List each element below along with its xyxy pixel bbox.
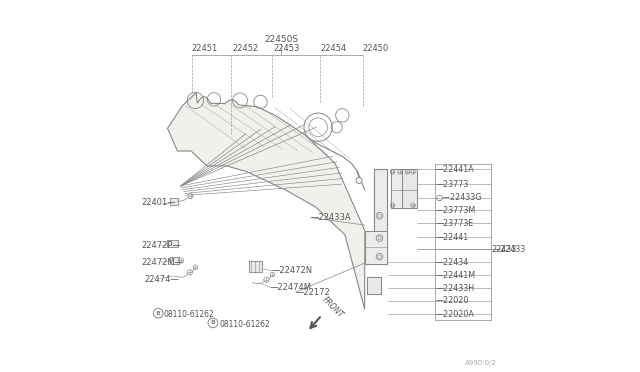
Text: —23773M: —23773M [435, 206, 476, 215]
Text: —22020A: —22020A [435, 310, 474, 319]
Polygon shape [374, 169, 387, 264]
Polygon shape [170, 257, 179, 264]
Text: —22441: —22441 [435, 233, 468, 242]
Text: ○—22433G: ○—22433G [435, 193, 482, 202]
Polygon shape [168, 93, 365, 309]
Text: B: B [156, 311, 161, 316]
Text: —22434: —22434 [435, 258, 468, 267]
Text: 22450: 22450 [363, 44, 389, 53]
Text: 22452: 22452 [232, 44, 259, 53]
Polygon shape [367, 277, 381, 294]
Polygon shape [250, 261, 262, 272]
Text: 08110-61262: 08110-61262 [220, 320, 270, 329]
Text: —22172: —22172 [296, 288, 331, 296]
Text: 22472P—: 22472P— [141, 241, 181, 250]
Text: 22474—: 22474— [145, 275, 179, 283]
Polygon shape [402, 169, 417, 208]
Polygon shape [168, 240, 178, 247]
Text: 22451: 22451 [191, 44, 218, 53]
Text: 08110-61262: 08110-61262 [164, 310, 214, 319]
Text: 22472M—: 22472M— [141, 258, 184, 267]
Polygon shape [170, 198, 178, 205]
Text: —23773: —23773 [435, 180, 468, 189]
Polygon shape [390, 169, 402, 208]
Text: —22020: —22020 [435, 296, 468, 305]
Text: FRONT: FRONT [321, 295, 346, 320]
Text: B: B [211, 320, 215, 326]
Circle shape [356, 177, 362, 183]
Text: —22472N: —22472N [271, 266, 313, 275]
Text: —23773E: —23773E [435, 219, 474, 228]
Text: A990:0/2: A990:0/2 [465, 360, 497, 366]
Text: —22474M: —22474M [270, 283, 312, 292]
Text: —22433: —22433 [493, 245, 526, 254]
Text: 22433: 22433 [491, 245, 516, 254]
Text: 22401—: 22401— [141, 198, 176, 207]
Polygon shape [365, 231, 387, 264]
Text: 22454: 22454 [320, 44, 346, 53]
Text: —22433H: —22433H [435, 284, 474, 293]
Text: —22441A: —22441A [435, 165, 474, 174]
Text: 22453: 22453 [273, 44, 300, 53]
Text: 22450S: 22450S [264, 35, 298, 44]
Text: —22441M: —22441M [435, 271, 476, 280]
Text: —22433A: —22433A [310, 213, 351, 222]
